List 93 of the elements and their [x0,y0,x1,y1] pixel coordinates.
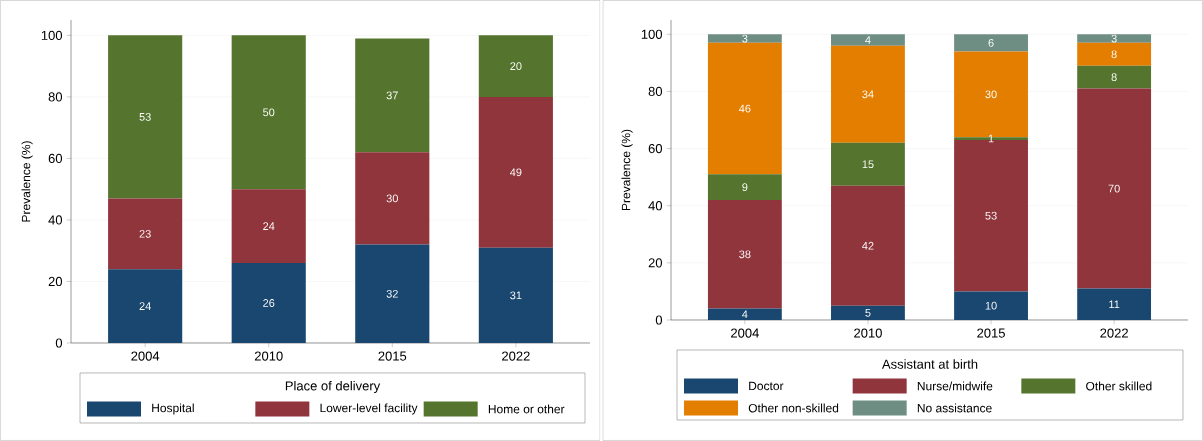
bar [108,269,183,343]
legend-label: No assistance [917,403,992,413]
bar [831,34,905,46]
bar [1077,65,1152,89]
y-tick-label: 60 [648,143,663,154]
y-tick-label: 0 [55,338,63,348]
data-label: 3 [742,34,748,43]
y-tick-label: 100 [641,29,663,39]
y-tick-label: 80 [48,92,63,102]
data-label: 50 [263,108,275,117]
data-label: 15 [862,160,874,169]
data-label: 3 [1111,34,1117,43]
bar [108,35,183,199]
bar [1077,42,1152,66]
data-label: 24 [139,302,151,310]
data-label: 8 [1111,73,1117,82]
bar [1077,34,1152,43]
data-label: 42 [862,241,874,250]
data-label: 30 [386,194,398,203]
bar [478,35,553,97]
y-tick-label: 40 [648,201,663,211]
bar [355,152,430,245]
y-tick-label: 20 [648,258,663,268]
data-label: 32 [386,289,398,298]
legend-label: Hospital [152,403,194,415]
data-label: 4 [742,310,748,319]
data-label: 49 [509,168,522,177]
bar [355,38,430,153]
x-tick-label: 2010 [254,351,283,361]
bar [478,96,553,248]
data-label: 8 [1111,50,1117,59]
data-label: 5 [865,309,871,317]
bar [108,198,183,270]
bar [1077,88,1152,289]
data-label: 6 [988,38,994,47]
data-label: 24 [263,222,275,230]
y-axis-title: Prevalence (%) [21,141,33,222]
bar [355,244,430,343]
y-tick-label: 0 [655,315,663,325]
legend-label: Doctor [749,381,784,391]
x-tick-label: 2022 [1100,328,1128,338]
x-tick-label: 2010 [854,328,882,338]
legend-label: Home or other [488,404,565,414]
y-axis-title: Prevalence (%) [621,129,633,211]
legend-title: Place of delivery [285,380,381,394]
data-label: 1 [988,134,994,143]
bar [707,34,782,43]
data-label: 37 [386,91,398,100]
x-tick-label: 2015 [977,328,1005,338]
bar [231,189,306,264]
data-label: 38 [739,250,751,259]
bar [831,185,905,306]
y-tick-label: 100 [41,30,63,40]
y-tick-label: 20 [48,276,63,287]
bar [831,45,905,143]
x-tick-label: 2004 [131,351,160,361]
data-label: 9 [742,183,748,192]
x-tick-label: 2004 [731,328,759,338]
bar [831,142,905,186]
bar [478,247,553,343]
bar [954,291,1028,320]
data-label: 34 [862,90,874,99]
bar [231,263,306,343]
data-label: 46 [738,104,751,113]
data-label: 53 [985,211,997,220]
legend-label: Lower-level facility [320,403,418,415]
data-label: 31 [510,291,522,300]
x-tick-label: 2015 [378,351,407,361]
data-label: 20 [510,62,522,71]
y-tick-label: 40 [48,215,63,225]
bar [831,305,905,320]
x-tick-label: 2022 [502,351,530,361]
bar [1077,288,1152,320]
bar [707,174,782,200]
y-tick-label: 60 [48,153,63,164]
y-tick-label: 80 [648,86,663,97]
legend-label: Other non-skilled [748,403,839,413]
bar [707,308,782,320]
bar [707,199,782,309]
data-label: 30 [985,90,997,99]
data-label: 26 [263,299,275,307]
bar [231,35,306,190]
legend-label: Nurse/midwife [917,381,993,391]
legend-label: Other skilled [1086,381,1152,391]
bar [954,34,1028,52]
data-label: 70 [1108,184,1120,193]
data-label: 4 [865,36,871,44]
data-label: 23 [139,229,151,238]
data-label: 53 [139,113,151,121]
legend-title: Assistant at birth [881,359,978,369]
data-label: 11 [1109,300,1120,309]
bar [707,42,782,175]
data-label: 10 [985,301,997,310]
